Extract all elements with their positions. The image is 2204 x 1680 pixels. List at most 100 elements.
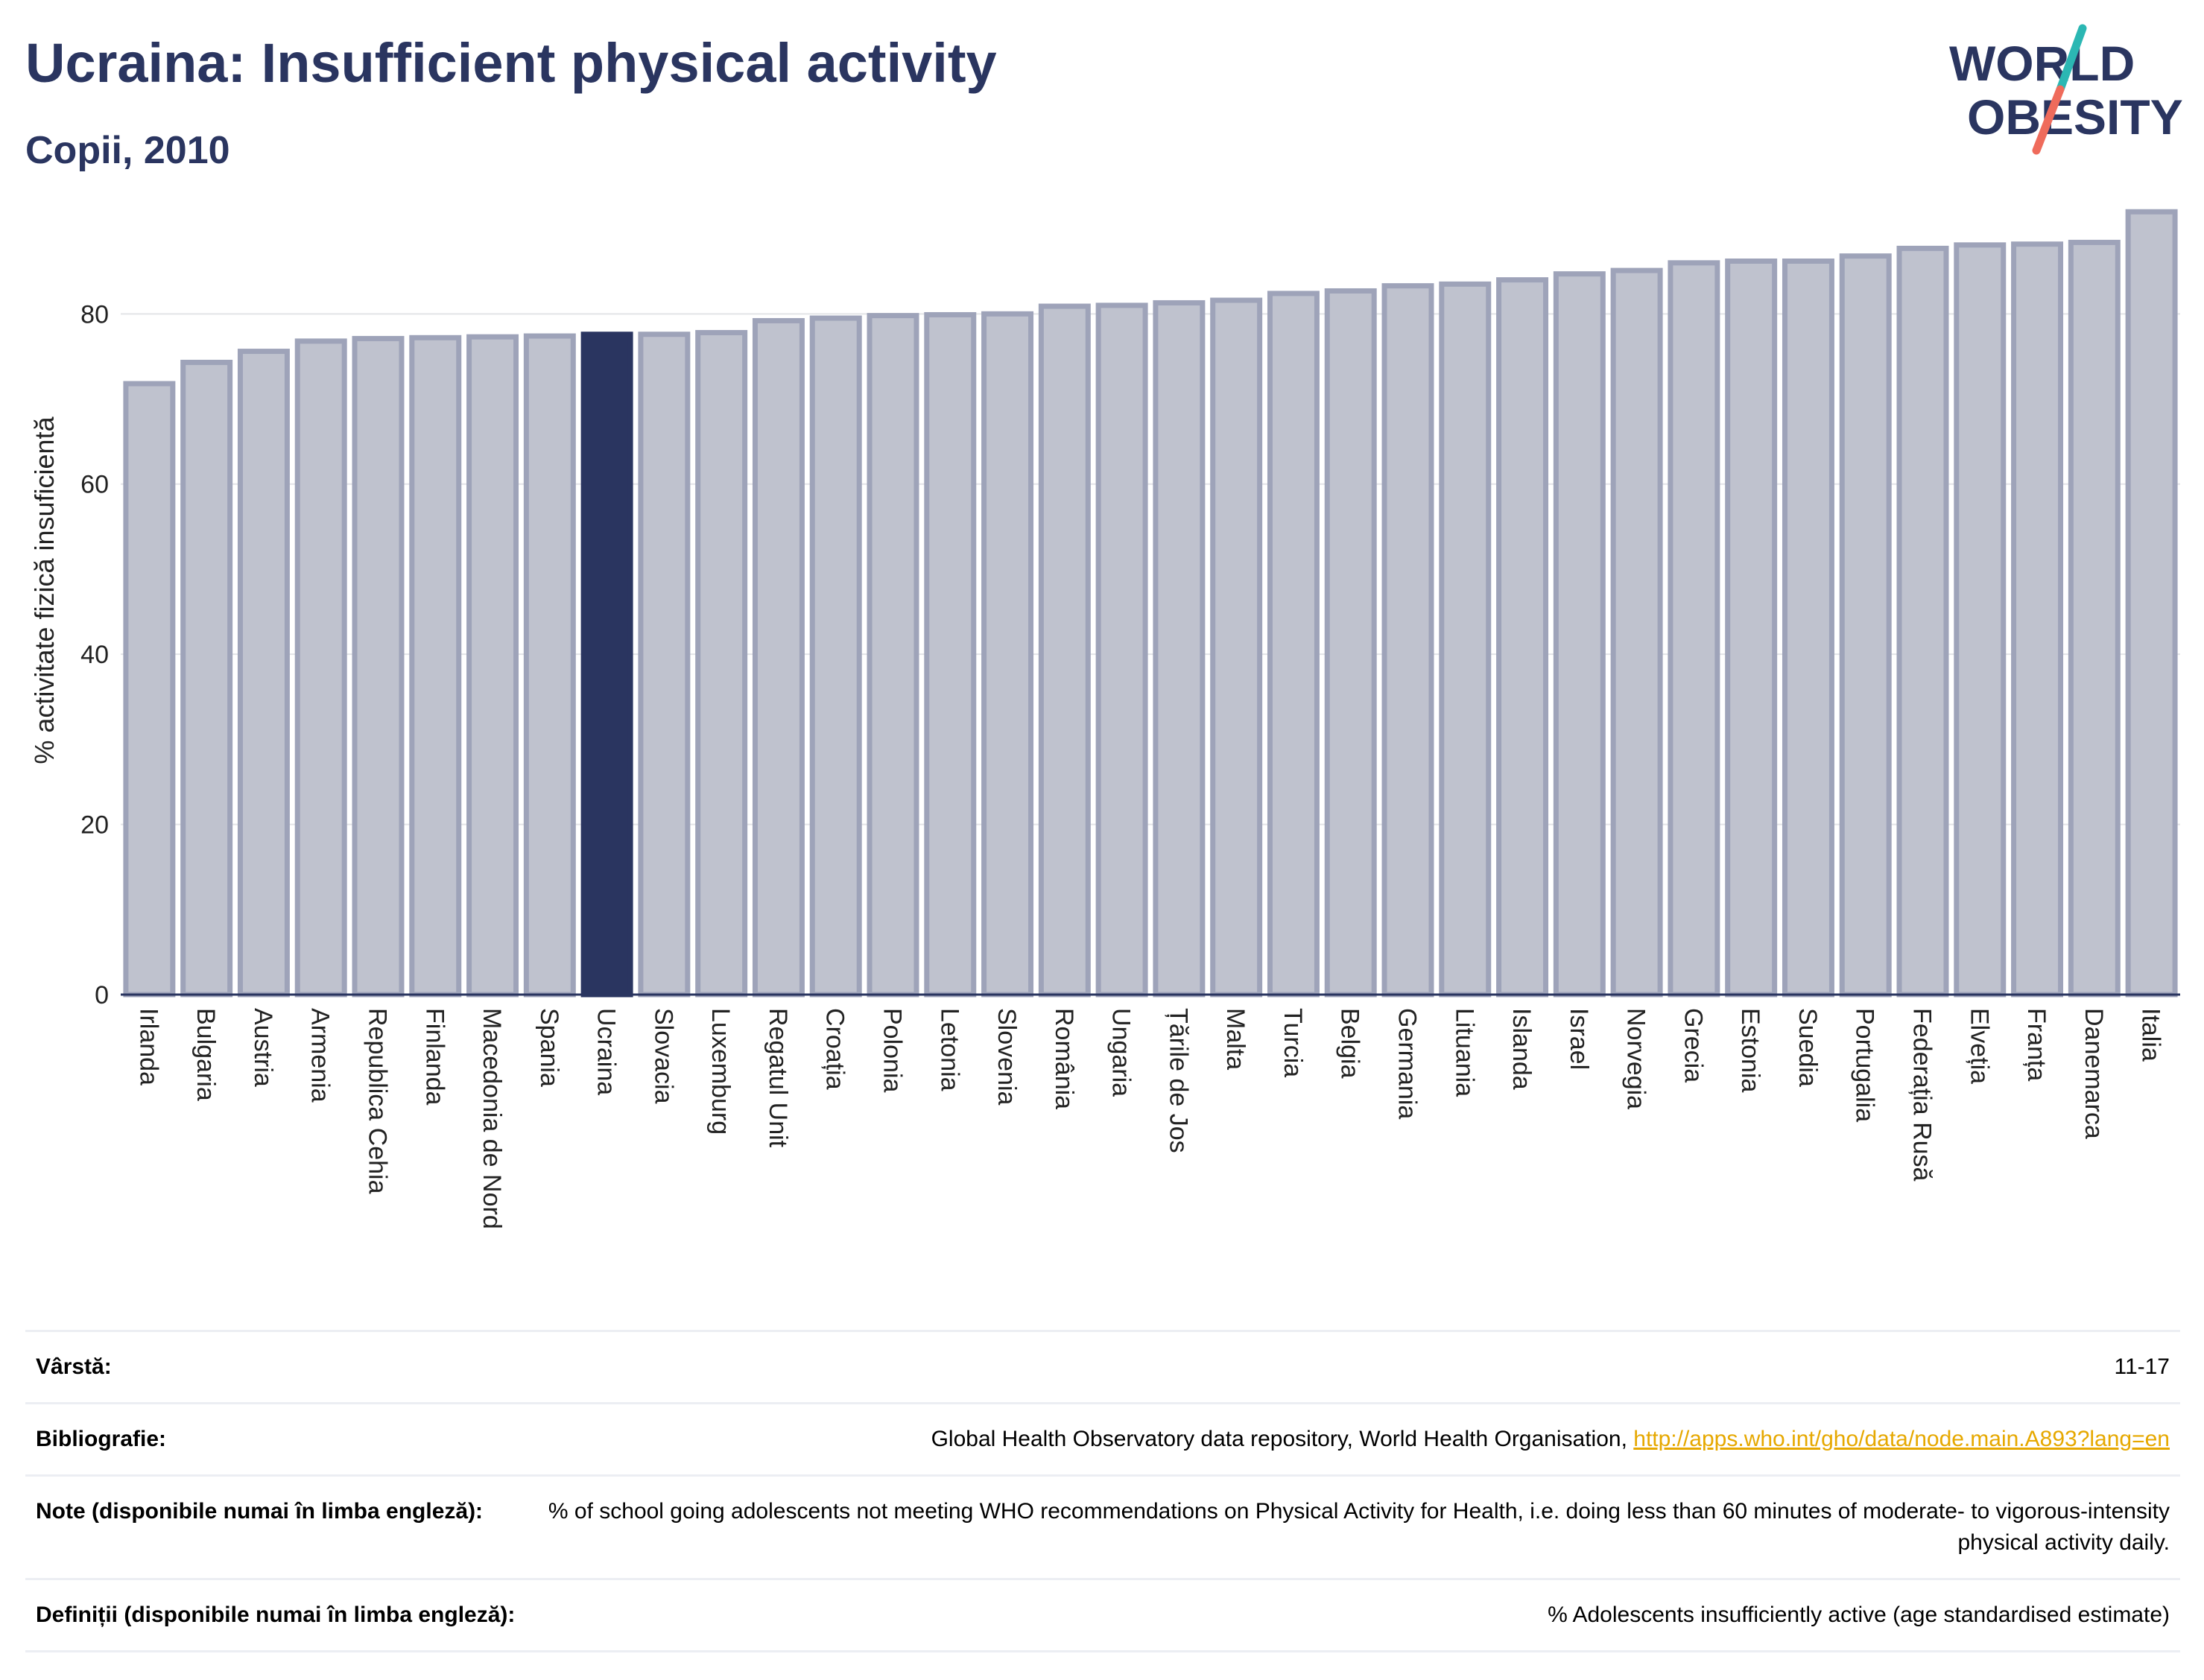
x-tick-label: Polonia <box>878 1008 907 1093</box>
bar <box>1095 302 1148 998</box>
bar <box>1782 259 1834 998</box>
x-tick-label: Slovacia <box>649 1008 677 1104</box>
x-tick-label: Republica Cehia <box>364 1008 392 1194</box>
bar <box>180 359 233 998</box>
bar <box>1038 303 1091 998</box>
bar <box>352 335 405 998</box>
bar <box>1324 288 1377 998</box>
x-tick-label: Bulgaria <box>191 1008 220 1101</box>
bar <box>123 381 176 998</box>
bar <box>924 311 977 998</box>
x-tick-label: Suedia <box>1793 1008 1822 1087</box>
meta-label-age: Vârstă: <box>36 1354 112 1379</box>
bar <box>752 317 805 998</box>
y-axis-label: % activitate fizică insuficientă <box>29 416 60 764</box>
meta-value-age: 11-17 <box>2114 1354 2170 1379</box>
bar <box>237 349 290 998</box>
bar <box>1954 242 2007 998</box>
x-tick-label: Islanda <box>1507 1008 1536 1090</box>
logo-slash-bottom-icon <box>2032 85 2065 155</box>
meta-label-bibliography: Bibliografie: <box>36 1427 167 1451</box>
bar <box>981 311 1034 998</box>
x-tick-label: Estonia <box>1736 1008 1764 1092</box>
meta-value-definitions: % Adolescents insufficiently active (age… <box>1548 1603 2170 1627</box>
x-tick-label: Malta <box>1221 1008 1250 1070</box>
logo-slash-top-icon <box>2056 24 2087 94</box>
x-tick-label: Elveția <box>1965 1008 1993 1084</box>
x-tick-label: Norvegia <box>1622 1008 1650 1109</box>
bar <box>409 335 462 998</box>
x-tick-label: Țările de Jos <box>1164 1008 1192 1153</box>
bar-chart: 0 20 40 60 80 % activitate fizică insuficient… <box>29 209 2180 1229</box>
x-tick-label: Austria <box>249 1008 277 1087</box>
bar <box>1439 281 1492 998</box>
bar <box>1553 271 1606 998</box>
x-tick-label: Germania <box>1393 1008 1422 1119</box>
logo-line2: OBESITY <box>1967 89 2183 145</box>
meta-label-notes: Note (disponibile numai în limba engleză… <box>36 1499 484 1524</box>
bar <box>1896 245 1949 998</box>
bar <box>638 332 691 998</box>
x-tick-label: Federația Rusă <box>1908 1008 1937 1182</box>
bar <box>1668 260 1720 998</box>
bar <box>1839 253 1892 998</box>
meta-row-notes: Note (disponibile numai în limba engleză… <box>25 1474 2180 1578</box>
x-tick-label: Luxemburg <box>706 1008 735 1135</box>
x-tick-label: Regatul Unit <box>764 1008 792 1148</box>
x-tick-label: Ungaria <box>1107 1008 1136 1097</box>
y-tick-label: 20 <box>80 811 109 840</box>
bar <box>809 315 862 998</box>
y-tick-label: 0 <box>95 981 109 1009</box>
x-tick-label: Finlanda <box>420 1008 449 1106</box>
bar <box>1496 277 1549 998</box>
world-obesity-logo: WORLD OBESITY <box>1949 24 2183 155</box>
meta-value-bibliography: Global Health Observatory data repositor… <box>528 1424 2170 1455</box>
x-tick-label: Turcia <box>1279 1008 1307 1077</box>
x-tick-label: Ucraina <box>592 1008 621 1095</box>
x-tick-label: Belgia <box>1336 1008 1364 1079</box>
x-tick-label: Franța <box>2022 1008 2051 1081</box>
bar <box>1725 259 1778 998</box>
x-tick-label: Italia <box>2137 1008 2165 1062</box>
x-tick-label: Letonia <box>935 1008 963 1091</box>
y-tick-label: 80 <box>80 300 109 329</box>
x-tick-label: Macedonia de Nord <box>478 1008 506 1229</box>
y-tick-label: 60 <box>80 471 109 499</box>
x-tick-label: Armenia <box>306 1008 335 1103</box>
chart-subtitle: Copii, 2010 <box>25 129 230 172</box>
bar <box>1210 297 1263 998</box>
metadata-table: Vârstă: 11-17 Bibliografie: Global Healt… <box>25 1330 2180 1652</box>
meta-label-definitions: Definiții (disponibile numai în limba en… <box>36 1603 516 1627</box>
bar <box>1267 291 1320 998</box>
x-tick-label: Lituania <box>1450 1008 1478 1097</box>
bar <box>466 334 519 998</box>
bar <box>867 313 919 998</box>
bar <box>1610 267 1663 998</box>
x-tick-label: Danemarca <box>2080 1008 2108 1139</box>
bar <box>2125 209 2178 998</box>
x-tick-label: Israel <box>1565 1008 1593 1070</box>
bar <box>580 332 633 998</box>
x-tick-label: Slovenia <box>992 1008 1021 1106</box>
x-tick-label: Irlanda <box>134 1008 162 1085</box>
bar <box>2068 239 2121 998</box>
y-tick-label: 40 <box>80 641 109 669</box>
meta-row-age: Vârstă: 11-17 <box>25 1330 2180 1402</box>
bar <box>1381 283 1434 998</box>
x-tick-label: România <box>1050 1008 1078 1109</box>
bibliography-text: Global Health Observatory data repositor… <box>931 1427 1627 1451</box>
meta-row-definitions: Definiții (disponibile numai în limba en… <box>25 1578 2180 1652</box>
bar <box>294 338 347 998</box>
meta-value-notes: % of school going adolescents not meetin… <box>548 1499 2170 1555</box>
bar <box>1153 299 1206 998</box>
x-tick-label: Spania <box>535 1008 563 1087</box>
bar <box>523 333 576 998</box>
x-tick-label: Croația <box>821 1008 849 1090</box>
bibliography-link[interactable]: http://apps.who.int/gho/data/node.main.A… <box>1633 1427 2170 1451</box>
bar <box>2011 241 2064 998</box>
chart-title: Ucraina: Insufficient physical activity <box>25 32 997 94</box>
logo-line1: WORLD <box>1949 36 2135 91</box>
x-tick-label: Portugalia <box>1851 1008 1879 1122</box>
bar <box>695 329 748 998</box>
meta-row-bibliography: Bibliografie: Global Health Observatory … <box>25 1402 2180 1474</box>
